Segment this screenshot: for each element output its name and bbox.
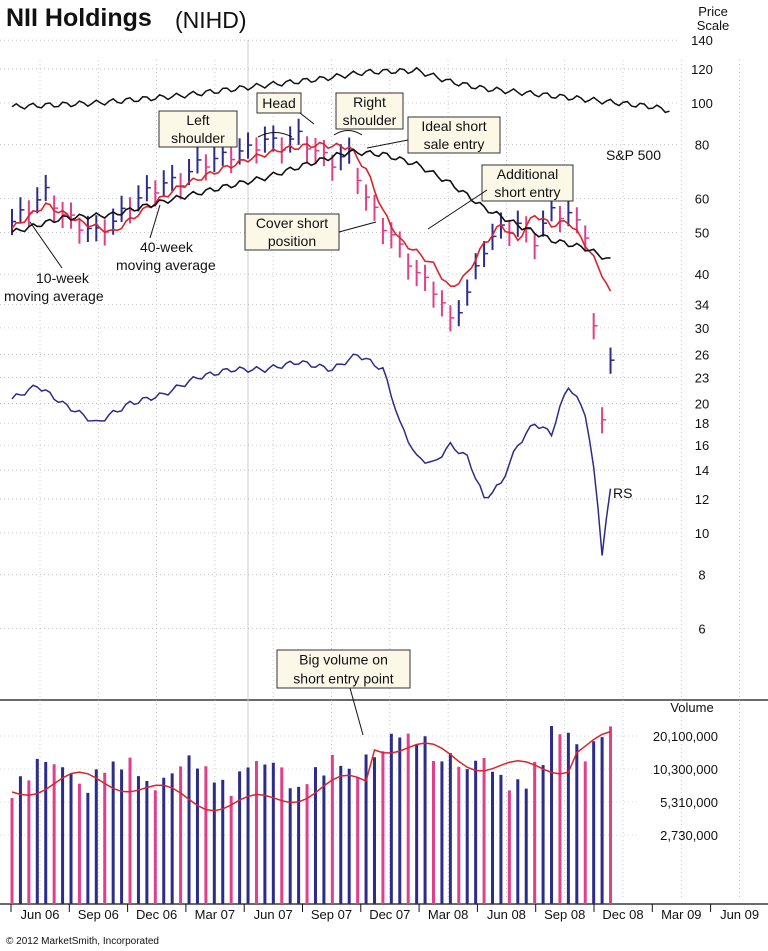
ma10-line	[11, 141, 612, 292]
ma40-label-pointer	[149, 204, 161, 239]
ideal-short-callout-text: sale entry	[424, 136, 485, 152]
price-tick-label: 6	[698, 621, 705, 636]
price-tick-label: 18	[695, 416, 709, 431]
big-volume-callout-text: short entry point	[293, 671, 393, 687]
x-tick-label: Sep 08	[544, 907, 585, 922]
volume-tick-label: 10,300,000	[653, 762, 718, 777]
sp500-line	[11, 66, 670, 114]
ideal-short-callout	[407, 116, 501, 154]
x-tick-label: Dec 07	[369, 907, 410, 922]
price-tick-label: 10	[695, 526, 709, 541]
right-shoulder-callout-text: shoulder	[343, 112, 397, 128]
price-tick-label: 16	[695, 438, 709, 453]
chart-title: NII Holdings	[6, 4, 152, 32]
volume-tick-label: 20,100,000	[653, 729, 718, 744]
x-tick-label: Jun 07	[254, 907, 293, 922]
additional-short-callout	[481, 164, 574, 202]
ma40-label: moving average	[116, 257, 216, 273]
price-tick-label: 30	[695, 321, 709, 336]
big-volume-callout	[276, 649, 411, 689]
cover-short-callout-text: Cover short	[256, 215, 328, 231]
ideal-short-pointer	[366, 139, 409, 149]
x-tick-label: Mar 09	[661, 907, 701, 922]
price-tick-label: 100	[691, 96, 713, 111]
rs-line	[11, 353, 612, 556]
price-tick-label: 20	[695, 397, 709, 412]
price-tick-label: 120	[691, 62, 713, 77]
head-callout	[256, 92, 302, 114]
volume-tick-label: 2,730,000	[660, 828, 718, 843]
left-shoulder-callout-text: Left	[186, 112, 209, 128]
price-tick-label: 80	[695, 138, 709, 153]
x-tick-label: Jun 06	[20, 907, 59, 922]
price-tick-label: 8	[698, 568, 705, 583]
x-tick-label: Dec 08	[602, 907, 643, 922]
x-tick-label: Jun 09	[720, 907, 759, 922]
ma10-label-pointer	[29, 221, 63, 269]
additional-short-callout-text: Additional	[497, 166, 559, 182]
ideal-short-callout-text: Ideal short	[421, 118, 486, 134]
price-scale-label: Scale	[697, 18, 730, 33]
price-tick-label: 26	[695, 348, 709, 363]
price-tick-label: 50	[695, 225, 709, 240]
ma10-label: moving average	[4, 288, 104, 304]
right-shoulder-pointer	[333, 130, 363, 136]
cover-short-callout	[244, 213, 340, 251]
sp500-label: S&P 500	[606, 147, 661, 163]
left-shoulder-pointer	[257, 132, 293, 138]
x-tick-label: Dec 06	[136, 907, 177, 922]
additional-short-pointer	[427, 189, 488, 230]
big-volume-pointer	[349, 687, 364, 736]
price-tick-label: 40	[695, 267, 709, 282]
left-shoulder-callout-text: shoulder	[171, 130, 225, 146]
price-tick-label: 60	[695, 191, 709, 206]
ma40-line	[11, 148, 611, 261]
x-tick-label: Mar 08	[428, 907, 468, 922]
head-pointer	[299, 112, 315, 125]
head-callout-text: Head	[262, 95, 295, 111]
price-scale-label: Price	[698, 4, 728, 19]
big-volume-callout-text: Big volume on	[299, 652, 388, 668]
price-tick-label: 140	[691, 33, 713, 48]
x-tick-label: Jun 08	[487, 907, 526, 922]
ma10-label: 10-week	[36, 270, 90, 286]
additional-short-callout-text: short entry	[494, 184, 560, 200]
rs-label: RS	[613, 485, 632, 501]
copyright-note: © 2012 MarketSmith, Incorporated	[6, 936, 159, 947]
price-tick-label: 23	[695, 370, 709, 385]
price-tick-label: 34	[695, 297, 709, 312]
price-tick-label: 14	[695, 463, 709, 478]
x-tick-label: Mar 07	[195, 907, 235, 922]
ma40-label: 40-week	[140, 239, 194, 255]
cover-short-pointer	[338, 221, 377, 233]
x-tick-label: Sep 07	[311, 907, 352, 922]
cover-short-callout-text: position	[268, 233, 316, 249]
volume-tick-label: 5,310,000	[660, 795, 718, 810]
ticker-symbol: (NIHD)	[175, 7, 247, 33]
x-tick-label: Sep 06	[78, 907, 119, 922]
volume-axis-label: Volume	[670, 700, 713, 715]
right-shoulder-callout-text: Right	[353, 94, 386, 110]
price-tick-label: 12	[695, 492, 709, 507]
volume-moving-average	[11, 730, 611, 812]
left-shoulder-callout	[158, 110, 238, 148]
right-shoulder-callout	[335, 92, 404, 130]
